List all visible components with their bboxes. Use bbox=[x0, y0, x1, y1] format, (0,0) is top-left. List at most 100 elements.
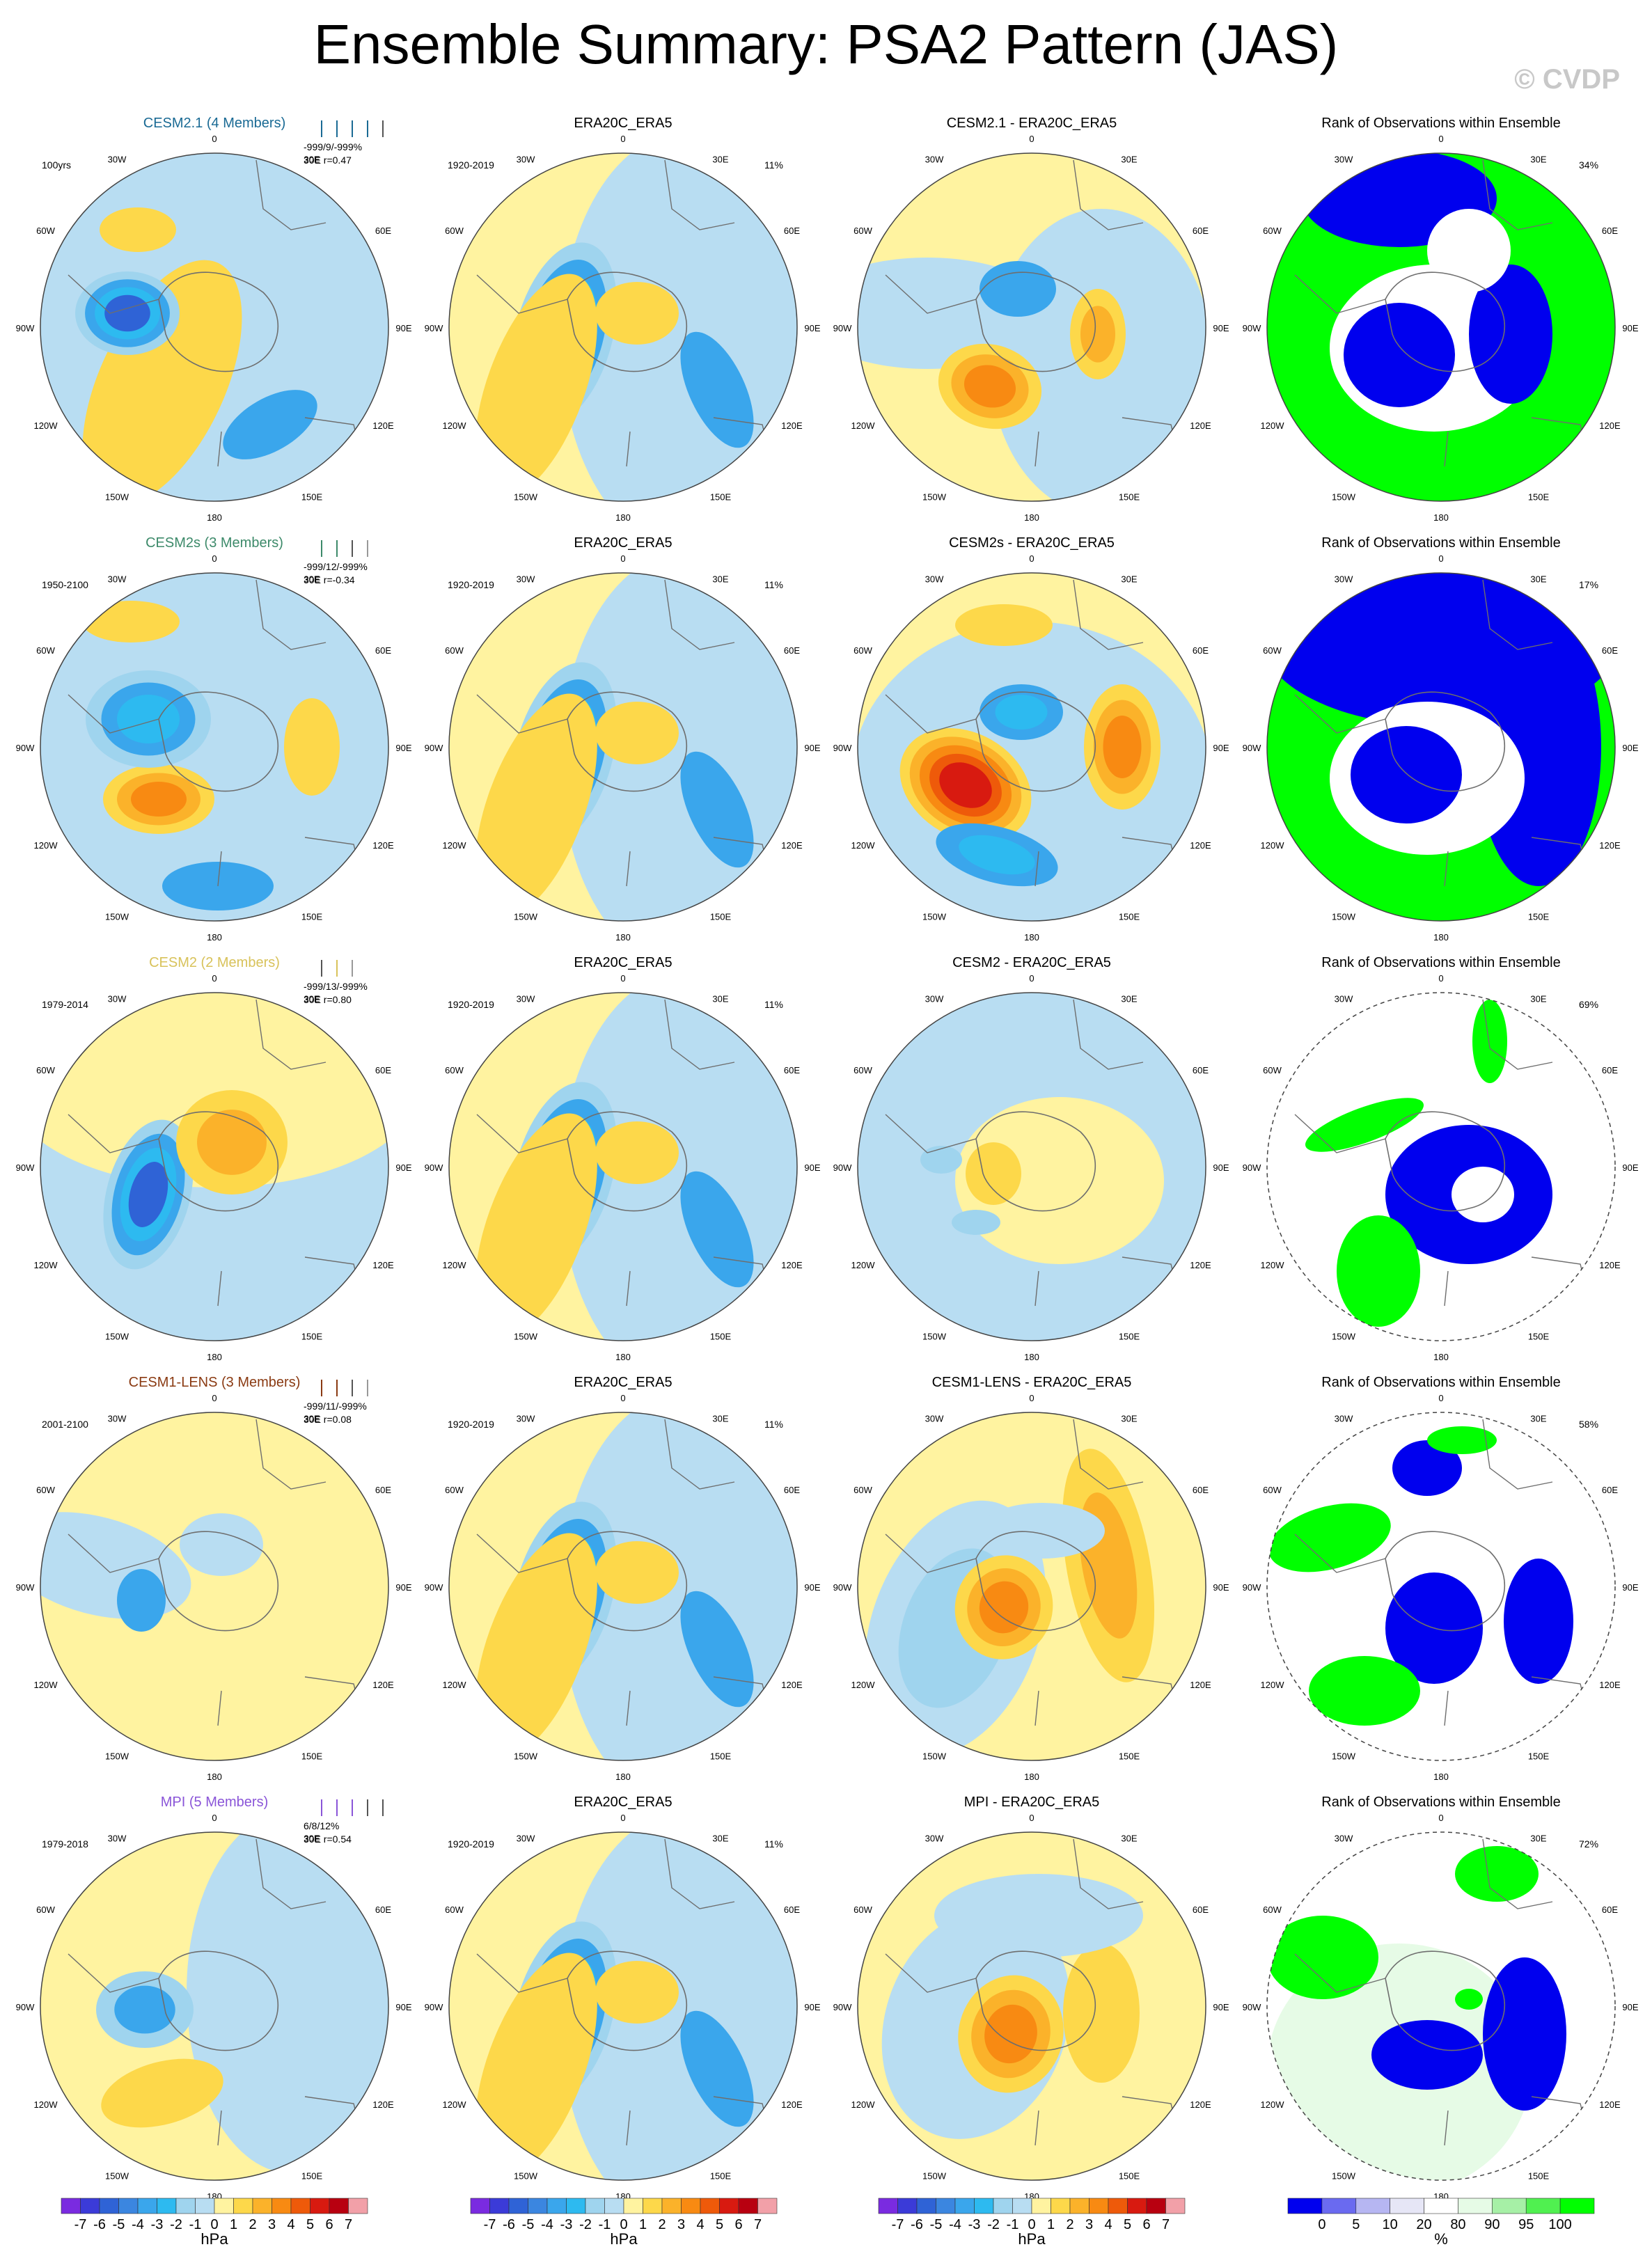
model-panel-title: CESM2s (3 Members) bbox=[145, 535, 283, 551]
longitude-label: 120W bbox=[1261, 420, 1285, 431]
colorbar-swatch bbox=[954, 2198, 975, 2214]
new-zealand-outline bbox=[217, 2110, 222, 2146]
contour-fill bbox=[955, 1097, 1164, 1264]
contour-fill bbox=[680, 2010, 754, 2127]
contour-fill bbox=[1392, 1440, 1462, 1496]
longitude-label: 60E bbox=[784, 1485, 800, 1495]
obs-percent-label: 11% bbox=[764, 1419, 783, 1430]
longitude-label: 60W bbox=[36, 226, 55, 236]
colorbar-tick-label: 10 bbox=[1383, 2217, 1398, 2232]
contour-fill bbox=[1063, 1943, 1140, 2083]
obs-panel-title: ERA20C_ERA5 bbox=[574, 116, 672, 131]
colorbar-swatch bbox=[623, 2198, 643, 2214]
africa-outline bbox=[1482, 1419, 1553, 1490]
longitude-label: 30W bbox=[108, 1834, 127, 1844]
difference-panel-title: CESM2.1 - ERA20C_ERA5 bbox=[947, 116, 1117, 131]
longitude-label: 30E bbox=[304, 1834, 320, 1844]
map-frame bbox=[1266, 1412, 1616, 1761]
antarctica-outline bbox=[1385, 1950, 1506, 2051]
colorbar-tick-label: -4 bbox=[132, 2217, 144, 2232]
colorbar-swatch bbox=[80, 2198, 100, 2214]
longitude-label: 120W bbox=[851, 1260, 876, 1270]
longitude-label: 120E bbox=[372, 840, 394, 851]
longitude-label: 90E bbox=[1213, 1162, 1229, 1173]
colorbar-swatch bbox=[348, 2198, 368, 2214]
longitude-label: 90W bbox=[425, 1162, 443, 1173]
pattern-correlation-label: 30E r=0.54 bbox=[304, 1834, 352, 1845]
longitude-label: 30E bbox=[712, 1834, 728, 1844]
longitude-label: 60E bbox=[1193, 1905, 1209, 1915]
observation-map bbox=[449, 993, 797, 1341]
peninsula-outline bbox=[68, 1114, 159, 1153]
obs-panel-title: ERA20C_ERA5 bbox=[574, 1375, 672, 1390]
colorbar-swatch bbox=[993, 2198, 1013, 2214]
colorbar-tick-label: -3 bbox=[968, 2217, 981, 2232]
longitude-label: 150E bbox=[301, 2170, 323, 2181]
longitude-label: 60W bbox=[853, 1065, 872, 1075]
longitude-label: 60E bbox=[375, 645, 391, 656]
colorbar-tick-label: 1 bbox=[639, 2217, 647, 2232]
longitude-label: 150W bbox=[105, 1751, 129, 1761]
peninsula-outline bbox=[68, 1533, 159, 1573]
africa-outline bbox=[1073, 999, 1144, 1070]
model-map bbox=[40, 1412, 388, 1760]
contour-fill bbox=[475, 274, 597, 499]
longitude-label: 150E bbox=[301, 911, 323, 922]
longitude-label: 90W bbox=[833, 2002, 852, 2012]
longitude-label: 60E bbox=[1602, 1485, 1618, 1495]
map-frame bbox=[857, 152, 1206, 502]
colorbar-swatch bbox=[897, 2198, 918, 2214]
difference-panel-title: CESM2s - ERA20C_ERA5 bbox=[949, 535, 1115, 551]
contour-fill bbox=[1427, 209, 1511, 292]
colorbar-tick-label: -2 bbox=[987, 2217, 1000, 2232]
africa-outline bbox=[255, 1838, 327, 1909]
colorbar-swatch bbox=[546, 2198, 567, 2214]
colorbar-swatch bbox=[643, 2198, 663, 2214]
longitude-label: 30W bbox=[108, 1414, 127, 1424]
colorbar-swatch bbox=[681, 2198, 701, 2214]
ensemble-stats-label: -999/13/-999% bbox=[304, 981, 368, 992]
longitude-label: 120W bbox=[34, 840, 58, 851]
colorbar-tick-label: -3 bbox=[560, 2217, 573, 2232]
longitude-label: 90W bbox=[16, 1582, 35, 1593]
longitude-label: 60W bbox=[1263, 645, 1282, 656]
contour-fill bbox=[1371, 2020, 1483, 2090]
colorbar-tick-label: 3 bbox=[1085, 2217, 1093, 2232]
longitude-label: 60E bbox=[375, 1905, 391, 1915]
model-years-label: 1950-2100 bbox=[42, 579, 88, 590]
longitude-label: 90E bbox=[804, 1162, 820, 1173]
longitude-label: 120E bbox=[781, 420, 803, 431]
longitude-label: 30E bbox=[1530, 994, 1546, 1004]
map-frame bbox=[1266, 992, 1616, 1341]
peninsula-outline bbox=[1294, 1533, 1386, 1573]
ensemble-stats-label: -999/11/-999% bbox=[304, 1401, 367, 1412]
antarctica-outline bbox=[567, 1531, 688, 1632]
difference-panel-title: MPI - ERA20C_ERA5 bbox=[964, 1795, 1100, 1810]
longitude-label: 180 bbox=[1433, 932, 1449, 943]
longitude-label: 30W bbox=[925, 155, 944, 165]
longitude-label: 60W bbox=[1263, 1905, 1282, 1915]
longitude-label: 60E bbox=[375, 226, 391, 236]
longitude-label: 150E bbox=[301, 1331, 323, 1341]
colorbar-tick-label: -6 bbox=[911, 2217, 923, 2232]
pattern-correlation-label: 30E r=0.80 bbox=[304, 994, 352, 1005]
longitude-label: 150E bbox=[1119, 2170, 1140, 2181]
longitude-label: 60E bbox=[1193, 1065, 1209, 1075]
longitude-label: 30W bbox=[1335, 1414, 1353, 1424]
peninsula-outline bbox=[476, 1114, 568, 1153]
model-panel-title: CESM1-LENS (3 Members) bbox=[129, 1375, 301, 1390]
difference-map bbox=[858, 993, 1206, 1341]
colorbar-swatch bbox=[936, 2198, 956, 2214]
new-zealand-outline bbox=[1035, 851, 1039, 887]
colorbar-swatch bbox=[195, 2198, 215, 2214]
contour-fill bbox=[1309, 1656, 1420, 1726]
longitude-label: 90W bbox=[833, 323, 852, 333]
africa-outline bbox=[664, 1838, 735, 1909]
longitude-label: 0 bbox=[1438, 1813, 1443, 1823]
model-years-label: 2001-2100 bbox=[42, 1419, 88, 1430]
contour-fill bbox=[1267, 1916, 1378, 1999]
contour-fill bbox=[920, 1146, 962, 1174]
longitude-label: 0 bbox=[212, 134, 217, 144]
longitude-label: 90E bbox=[1213, 743, 1229, 753]
peninsula-outline bbox=[885, 1953, 977, 1993]
